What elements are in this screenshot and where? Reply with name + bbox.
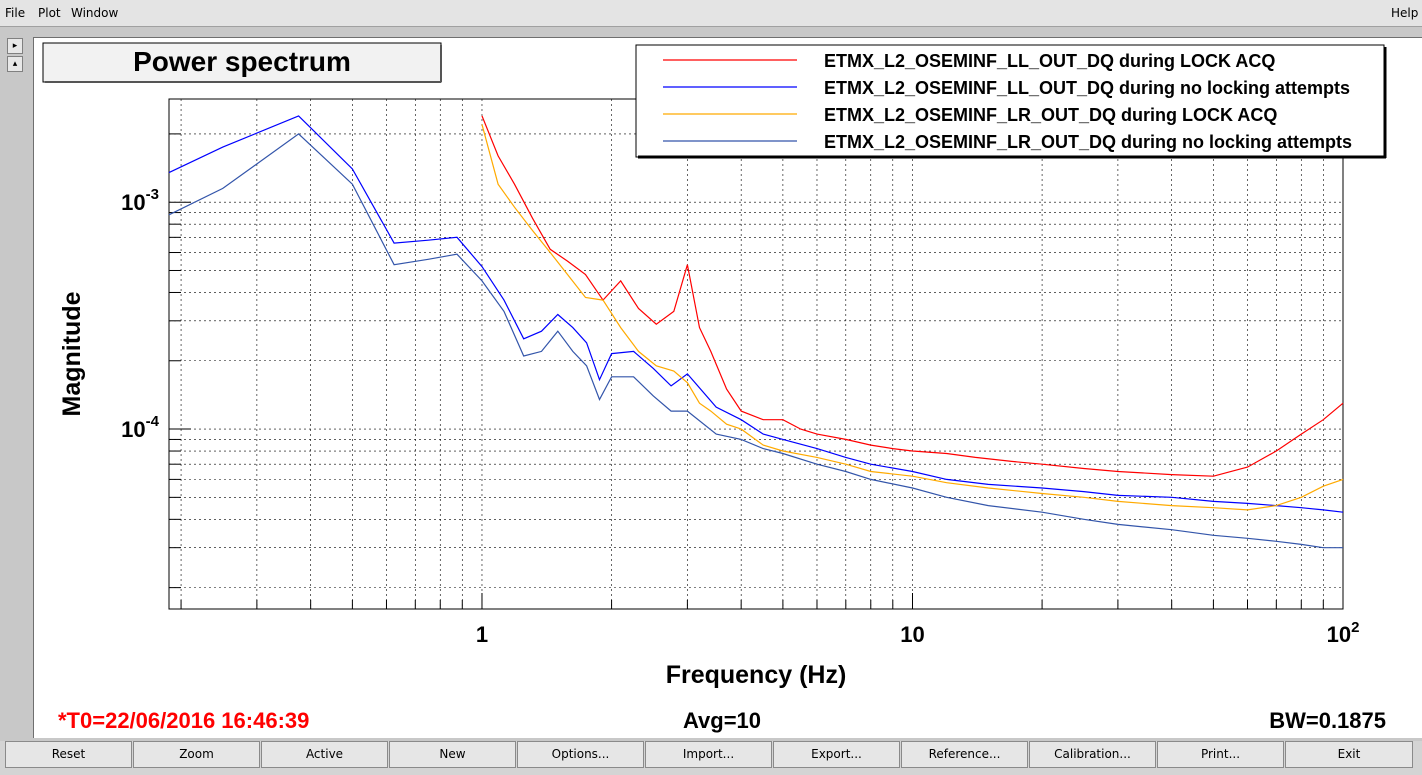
legend-box [635,44,1385,158]
plot-frame [168,98,1344,610]
legend-label: ETMX_L2_OSEMINF_LR_OUT_DQ during no lock… [824,132,1352,152]
y-tick-label: 10-4 [121,413,159,442]
series-line-1 [481,115,1344,477]
menu-plot[interactable]: Plot [38,6,61,20]
x-tick-label: 10 [900,622,924,647]
new-button[interactable]: New [389,741,516,768]
print-button[interactable]: Print... [1157,741,1284,768]
legend-label: ETMX_L2_OSEMINF_LR_OUT_DQ during LOCK AC… [824,105,1277,125]
average-count: Avg=10 [683,708,761,733]
exit-button[interactable]: Exit [1285,741,1413,768]
axis-ticks: 1 10 102 10-3 10-4 [121,133,1360,647]
series-line-3 [481,124,1344,511]
reference-button[interactable]: Reference... [901,741,1028,768]
menu-window[interactable]: Window [71,6,119,20]
series-line-2 [168,115,1344,513]
x-tick-label: 102 [1327,619,1360,647]
active-button[interactable]: Active [261,741,388,768]
y-axis-label: Magnitude [58,291,86,416]
reset-button[interactable]: Reset [5,741,132,768]
x-axis-label: Frequency (Hz) [666,661,847,689]
export-button[interactable]: Export... [773,741,900,768]
t0-timestamp: *T0=22/06/2016 16:46:39 [58,708,309,733]
expand-panel-button[interactable]: ▸ [7,38,23,54]
legend: ETMX_L2_OSEMINF_LL_OUT_DQ during LOCK AC… [635,44,1387,159]
calibration-button[interactable]: Calibration... [1029,741,1156,768]
menu-bar: File Plot Window Help [0,0,1422,27]
title-box [42,42,442,83]
menu-file[interactable]: File [5,6,26,20]
plot-canvas[interactable]: Power spectrum 1 10 102 10-3 10-4 Frequency … [33,37,1422,738]
series-line-4 [168,133,1343,549]
y-tick-label: 10-3 [121,186,159,215]
bandwidth: BW=0.1875 [1269,708,1386,733]
legend-label: ETMX_L2_OSEMINF_LL_OUT_DQ during no lock… [824,78,1350,98]
x-tick-label: 1 [476,622,488,647]
collapse-panel-button[interactable]: ▴ [7,56,23,72]
grid [169,99,1343,609]
options-button[interactable]: Options... [517,741,644,768]
button-bar: Reset Zoom Active New Options... Import.… [0,741,1422,775]
menu-help[interactable]: Help [1391,6,1419,20]
chart-title: Power spectrum [133,46,351,77]
zoom-button[interactable]: Zoom [133,741,260,768]
import-button[interactable]: Import... [645,741,772,768]
power-spectrum-chart[interactable]: Power spectrum 1 10 102 10-3 10-4 Frequency … [34,38,1422,738]
series-group [168,115,1344,549]
legend-label: ETMX_L2_OSEMINF_LL_OUT_DQ during LOCK AC… [824,51,1275,71]
